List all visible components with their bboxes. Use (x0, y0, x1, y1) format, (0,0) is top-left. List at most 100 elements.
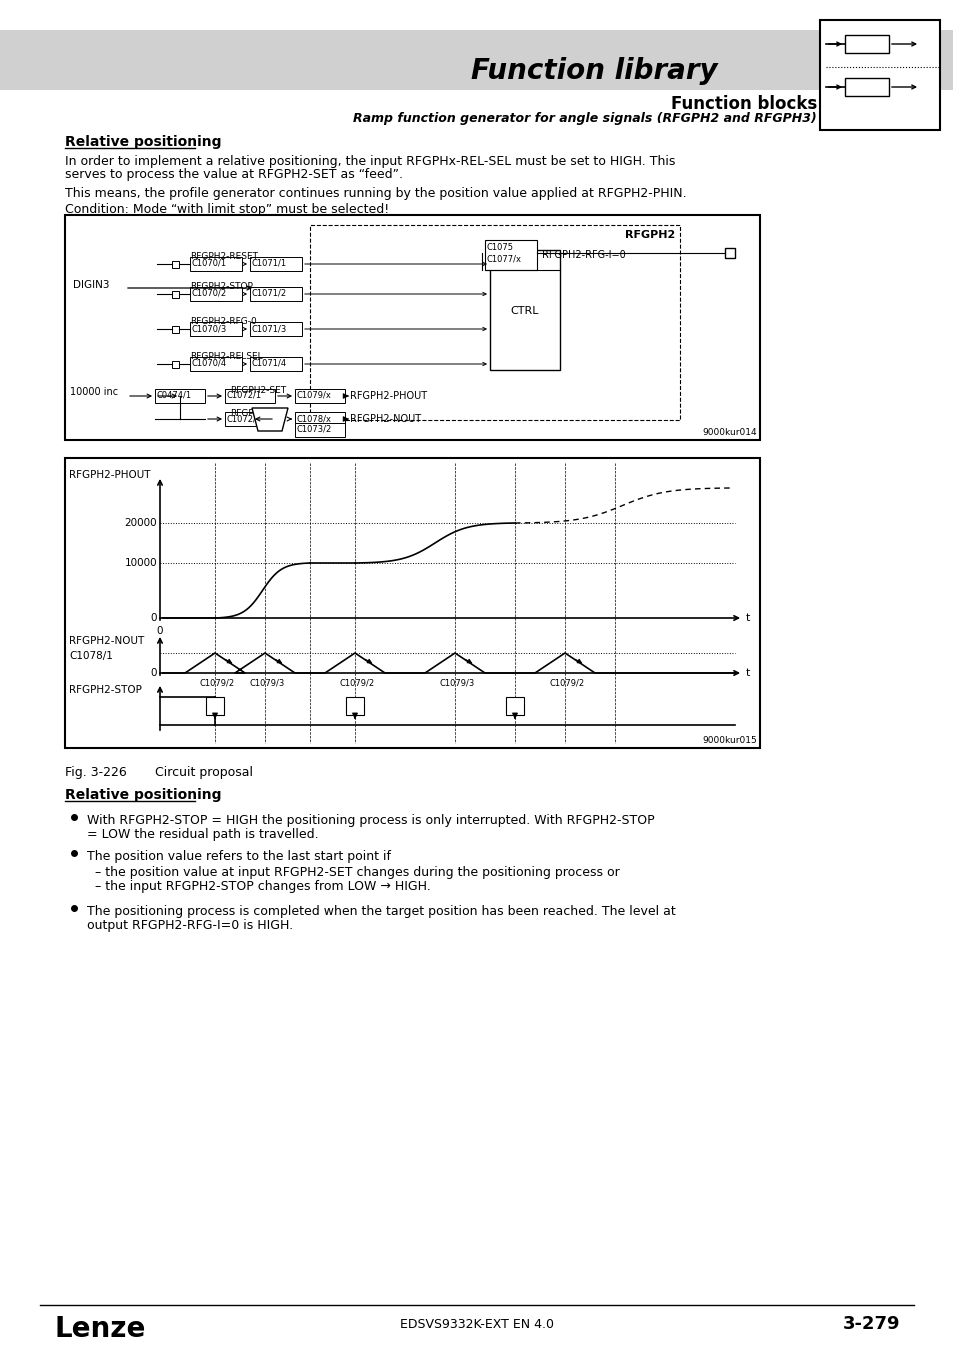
Bar (724, 248, 734, 258)
Bar (225, 389, 274, 404)
Text: In order to implement a relative positioning, the input RFGPHx-REL-SEL must be s: In order to implement a relative positio… (65, 155, 675, 167)
Text: – the input RFGPH2-STOP changes from LOW → HIGH.: – the input RFGPH2-STOP changes from LOW… (95, 880, 431, 892)
Text: 10000: 10000 (124, 558, 157, 568)
Text: 9000kur015: 9000kur015 (701, 736, 757, 745)
Bar (190, 323, 242, 336)
Text: C1075: C1075 (486, 243, 514, 252)
Text: C1079/2: C1079/2 (550, 678, 584, 687)
Text: 20000: 20000 (124, 518, 157, 528)
Bar (172, 292, 179, 298)
Bar (65, 215, 760, 440)
Text: RFGPH2-RELSEL: RFGPH2-RELSEL (190, 352, 262, 360)
Bar (484, 240, 537, 270)
Text: output RFGPH2-RFG-I=0 is HIGH.: output RFGPH2-RFG-I=0 is HIGH. (87, 919, 293, 931)
Text: Circuit proposal: Circuit proposal (154, 765, 253, 779)
Text: This means, the profile generator continues running by the position value applie: This means, the profile generator contin… (65, 188, 686, 200)
Text: C1079/2: C1079/2 (339, 678, 375, 687)
Text: Lenze: Lenze (55, 1315, 146, 1343)
Text: C1077/x: C1077/x (486, 254, 521, 263)
Bar (294, 412, 345, 427)
Text: Condition: Mode “with limit stop” must be selected!: Condition: Mode “with limit stop” must b… (65, 202, 389, 216)
Bar (225, 412, 274, 427)
Bar (65, 458, 760, 748)
Text: 0: 0 (151, 613, 157, 622)
Text: Function blocks: Function blocks (670, 95, 816, 113)
Bar (294, 389, 345, 404)
Text: – the position value at input RFGPH2-SET changes during the positioning process : – the position value at input RFGPH2-SET… (95, 865, 619, 879)
Text: RFGPH2-RFG-0: RFGPH2-RFG-0 (190, 317, 256, 325)
Text: 0: 0 (151, 668, 157, 678)
Bar (310, 225, 679, 420)
Bar (172, 261, 179, 269)
Bar (490, 250, 559, 370)
Text: C1071/4: C1071/4 (252, 359, 287, 369)
Text: C1078/1: C1078/1 (69, 651, 112, 661)
Bar (250, 356, 302, 371)
Text: C1079/3: C1079/3 (439, 678, 475, 687)
Text: RFGPH2-RESET: RFGPH2-RESET (190, 252, 257, 261)
Text: RFGPH2-STOP: RFGPH2-STOP (190, 282, 253, 292)
Text: C1073/2: C1073/2 (296, 425, 332, 433)
Text: t: t (745, 668, 750, 678)
Text: C1071/2: C1071/2 (252, 289, 287, 298)
Text: C1079/3: C1079/3 (250, 678, 285, 687)
Text: RFGPH2-STOP: RFGPH2-STOP (69, 684, 142, 695)
Text: 3-279: 3-279 (841, 1315, 899, 1332)
Text: RFGPH2-RFG-I=0: RFGPH2-RFG-I=0 (541, 250, 625, 261)
Text: C1079/x: C1079/x (296, 392, 332, 400)
Text: EDSVS9332K-EXT EN 4.0: EDSVS9332K-EXT EN 4.0 (399, 1318, 554, 1331)
Text: C1071/3: C1071/3 (252, 324, 287, 333)
Text: RFGPH2-NOUT: RFGPH2-NOUT (350, 414, 420, 424)
Text: C1070/1: C1070/1 (192, 259, 227, 269)
Bar (294, 423, 345, 437)
Text: C1079/2: C1079/2 (200, 678, 234, 687)
Bar (820, 20, 939, 130)
Bar (190, 288, 242, 301)
Text: Relative positioning: Relative positioning (65, 788, 221, 802)
Text: C1072/1: C1072/1 (227, 392, 262, 400)
Text: RFGPH2-ACT: RFGPH2-ACT (230, 409, 287, 418)
Text: The positioning process is completed when the target position has been reached. : The positioning process is completed whe… (87, 904, 675, 918)
Text: RFGPH2-PHOUT: RFGPH2-PHOUT (69, 470, 151, 481)
Text: With RFGPH2-STOP = HIGH the positioning process is only interrupted. With RFGPH2: With RFGPH2-STOP = HIGH the positioning … (87, 814, 654, 828)
Text: C1072/2: C1072/2 (227, 414, 262, 423)
Text: Fig. 3-226: Fig. 3-226 (65, 765, 127, 779)
Bar (346, 697, 364, 716)
Text: Relative positioning: Relative positioning (65, 135, 221, 148)
Bar (844, 78, 888, 96)
Text: RFGPH2-SET: RFGPH2-SET (230, 386, 286, 396)
Bar (505, 697, 523, 716)
Text: 9000kur014: 9000kur014 (701, 428, 757, 437)
Text: CTRL: CTRL (510, 306, 538, 316)
Text: Ramp function generator for angle signals (RFGPH2 and RFGPH3): Ramp function generator for angle signal… (353, 112, 816, 126)
Text: RFGPH2-PHOUT: RFGPH2-PHOUT (350, 392, 427, 401)
Text: The position value refers to the last start point if: The position value refers to the last st… (87, 850, 391, 863)
Bar (250, 288, 302, 301)
Bar (0, 30, 953, 90)
Text: C1070/4: C1070/4 (192, 359, 227, 369)
Text: C1071/1: C1071/1 (252, 259, 287, 269)
Text: C1070/3: C1070/3 (192, 324, 227, 333)
Bar (250, 323, 302, 336)
Text: 10000 inc: 10000 inc (70, 387, 118, 397)
Bar (206, 697, 224, 716)
Bar (172, 325, 179, 333)
Text: 0: 0 (156, 626, 163, 636)
Text: RFGPH2-NOUT: RFGPH2-NOUT (69, 636, 144, 647)
Bar (172, 360, 179, 369)
Text: C1078/x: C1078/x (296, 414, 332, 423)
Bar (154, 389, 205, 404)
Bar (250, 256, 302, 271)
Text: DIGIN3: DIGIN3 (73, 279, 110, 290)
Text: RFGPH2: RFGPH2 (624, 230, 675, 240)
Text: C1070/2: C1070/2 (192, 289, 227, 298)
Text: C0474/1: C0474/1 (157, 392, 192, 400)
Polygon shape (252, 408, 288, 431)
Text: t: t (745, 613, 750, 622)
Bar (844, 35, 888, 53)
Text: serves to process the value at RFGPH2-SET as “feed”.: serves to process the value at RFGPH2-SE… (65, 167, 402, 181)
Bar (190, 356, 242, 371)
Bar (190, 256, 242, 271)
Text: = LOW the residual path is travelled.: = LOW the residual path is travelled. (87, 828, 318, 841)
Text: Function library: Function library (471, 57, 718, 85)
